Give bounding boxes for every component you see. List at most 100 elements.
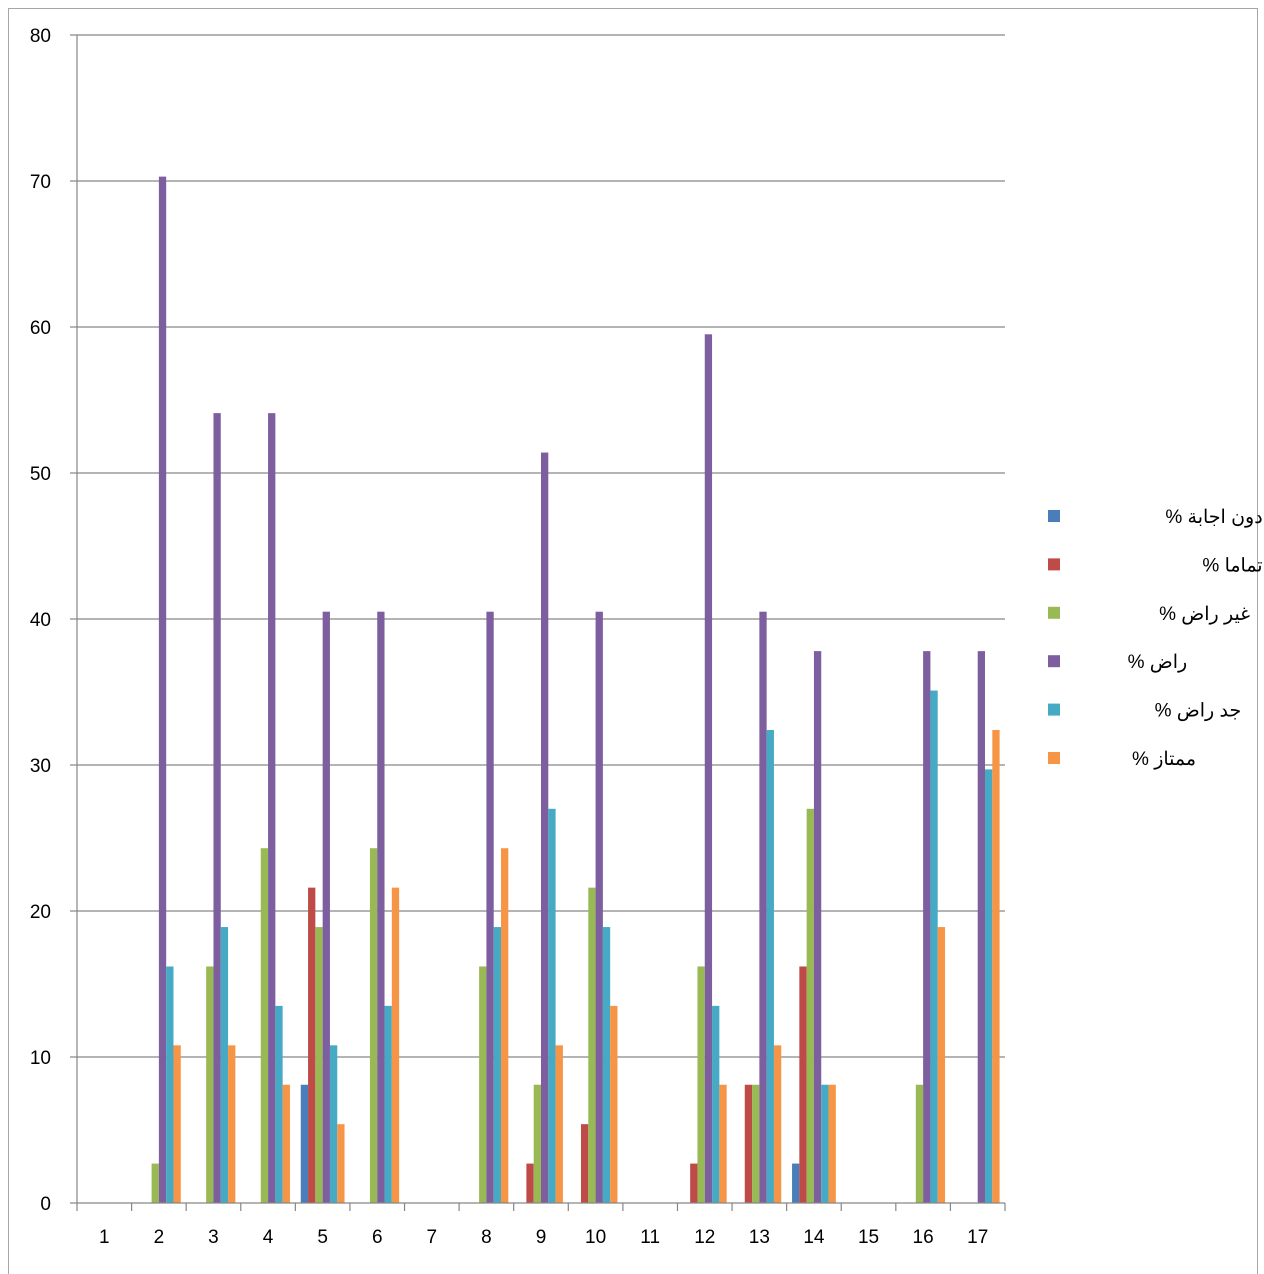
bar-cat4-series4 (268, 413, 276, 1203)
bar-cat9-series5 (548, 808, 556, 1203)
bar-cat14-series6 (828, 1084, 836, 1203)
legend-swatch-3 (1048, 606, 1060, 619)
y-tick-label-10: 10 (30, 1048, 51, 1069)
x-tick-label-15: 15 (858, 1227, 879, 1248)
bar-cat3-series5 (220, 927, 229, 1203)
bar-cat13-series4 (759, 611, 767, 1203)
bar-cat9-series2 (526, 1163, 534, 1203)
bar-cat8-series6 (501, 848, 509, 1203)
y-tick-label-70: 70 (30, 172, 51, 193)
bar-cat9-series6 (555, 1045, 563, 1203)
legend: دون اجابة % غير راض تماما % غير راض % راض %… (1048, 507, 1264, 770)
bar-cat12-series5 (712, 1005, 720, 1203)
bar-cat13-series2 (744, 1084, 753, 1203)
bar-cat5-series5 (329, 1045, 338, 1203)
bar-cat5-series2 (308, 887, 316, 1203)
x-tick-label-16: 16 (913, 1227, 934, 1248)
y-tick-label-30: 30 (30, 756, 51, 777)
x-tick-label-9: 9 (536, 1227, 547, 1248)
y-tick-label-50: 50 (30, 464, 51, 485)
x-tick-label-17: 17 (967, 1227, 988, 1248)
bar-cat16-series6 (937, 927, 946, 1203)
bar-cat10-series5 (602, 927, 611, 1203)
bar-cat10-series4 (595, 611, 603, 1203)
y-tick-label-80: 80 (30, 26, 51, 47)
bar-cat4-series5 (275, 1005, 283, 1203)
bar-cat17-series4 (977, 651, 986, 1203)
bar-cat14-series5 (821, 1084, 829, 1203)
legend-swatch-2 (1048, 558, 1060, 571)
bar-cat17-series5 (985, 769, 993, 1203)
y-tick-label-0: 0 (40, 1194, 51, 1215)
legend-label-6: ممتاز % (1132, 749, 1196, 770)
x-tick-label-10: 10 (585, 1227, 606, 1248)
bar-cat16-series3 (915, 1084, 924, 1203)
legend-swatch-4 (1048, 655, 1060, 668)
bar-cat4-series3 (260, 848, 269, 1203)
legend-swatch-1 (1048, 510, 1060, 522)
legend-label-3: غير راض % (1159, 604, 1250, 625)
bar-cat13-series6 (773, 1045, 782, 1203)
bars (151, 176, 1000, 1203)
x-tick-label-14: 14 (803, 1227, 825, 1248)
x-tick-label-2: 2 (154, 1227, 165, 1248)
x-tick-label-5: 5 (317, 1227, 328, 1248)
legend-swatch-6 (1048, 752, 1060, 764)
bar-cat6-series4 (377, 611, 385, 1203)
bar-cat9-series4 (541, 452, 549, 1203)
legend-swatch-5 (1048, 703, 1060, 716)
bar-cat17-series6 (992, 729, 1000, 1203)
bar-cat12-series3 (697, 966, 705, 1203)
bar-cat10-series6 (610, 1005, 618, 1203)
x-tick-label-1: 1 (99, 1227, 110, 1248)
x-tick-label-8: 8 (481, 1227, 492, 1248)
legend-label-4: راض % (1128, 652, 1188, 673)
bar-cat5-series3 (315, 927, 323, 1203)
y-tick-label-20: 20 (30, 902, 51, 923)
bar-cat3-series3 (206, 966, 214, 1203)
bar-cat13-series3 (752, 1084, 760, 1203)
bar-cat5-series6 (337, 1124, 345, 1203)
bar-cat6-series5 (384, 1005, 392, 1203)
bar-cat16-series4 (923, 651, 931, 1203)
bar-cat12-series2 (690, 1163, 698, 1203)
bar-cat4-series6 (282, 1084, 290, 1203)
legend-label-1: دون اجابة % (1165, 507, 1262, 528)
bar-cat12-series4 (704, 334, 713, 1203)
bar-cat10-series2 (580, 1124, 589, 1203)
bar-cat3-series6 (228, 1045, 236, 1203)
x-tick-label-6: 6 (372, 1227, 383, 1248)
bar-cat10-series3 (588, 887, 596, 1203)
bar-cat6-series3 (369, 848, 378, 1203)
bar-cat5-series1 (300, 1084, 309, 1203)
bar-cat2-series5 (166, 966, 174, 1203)
bar-cat14-series4 (813, 651, 822, 1203)
bar-cat8-series3 (479, 966, 487, 1203)
bar-cat13-series5 (766, 729, 774, 1203)
y-tick-label-40: 40 (30, 610, 51, 631)
x-tick-label-3: 3 (208, 1227, 219, 1248)
bar-cat6-series6 (391, 887, 400, 1203)
x-tick-label-11: 11 (640, 1227, 660, 1248)
x-tick-label-4: 4 (263, 1227, 274, 1248)
bar-cat8-series5 (493, 927, 502, 1203)
bar-cat14-series2 (799, 966, 807, 1203)
bar-cat2-series4 (158, 176, 167, 1203)
x-tick-label-13: 13 (749, 1227, 770, 1248)
bar-cat8-series4 (486, 611, 494, 1203)
bar-cat14-series1 (792, 1163, 800, 1203)
bar-cat14-series3 (806, 808, 814, 1203)
legend-label-5: جد راض % (1155, 701, 1242, 722)
bar-cat12-series6 (719, 1084, 727, 1203)
bar-cat2-series6 (173, 1045, 181, 1203)
legend-label-2: غير راض تماما % (1202, 555, 1264, 576)
x-tick-label-12: 12 (694, 1227, 715, 1248)
bar-cat9-series3 (533, 1084, 541, 1203)
bar-cat3-series4 (213, 413, 221, 1203)
y-tick-label-60: 60 (30, 318, 51, 339)
bar-cat2-series3 (151, 1163, 159, 1203)
bar-cat5-series4 (322, 611, 330, 1203)
bar-cat16-series5 (930, 690, 938, 1203)
